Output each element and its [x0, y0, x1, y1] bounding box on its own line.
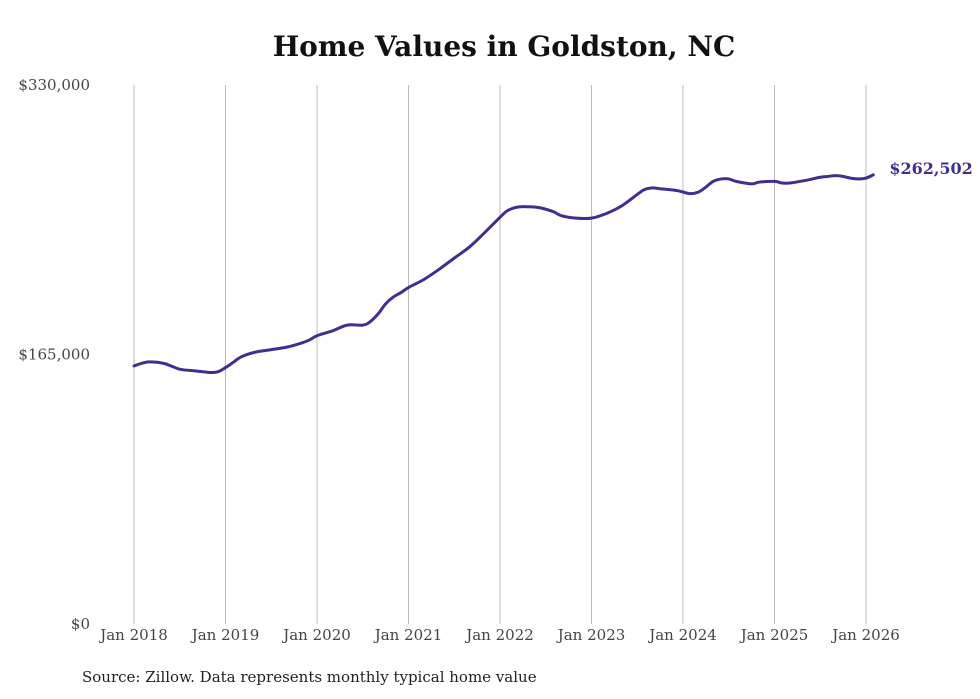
end-value-label: $262,502 — [889, 159, 973, 178]
x-tick-label: Jan 2025 — [739, 626, 809, 644]
y-tick-label: $0 — [71, 615, 90, 633]
y-tick-label: $330,000 — [18, 76, 90, 94]
x-tick-label: Jan 2026 — [830, 626, 900, 644]
grid-layer — [133, 85, 867, 624]
x-tick-label: Jan 2018 — [98, 626, 168, 644]
y-tick-label: $165,000 — [18, 346, 90, 364]
home-value-line — [132, 173, 875, 375]
x-tick-label: Jan 2023 — [556, 626, 626, 644]
x-tick-label: Jan 2019 — [190, 626, 260, 644]
x-axis-ticks: Jan 2018 Jan 2019 Jan 2020 Jan 2021 Jan 2022… — [98, 626, 900, 644]
chart-source-note: Source: Zillow. Data represents monthly … — [82, 668, 537, 686]
chart-title: Home Values in Goldston, NC — [272, 30, 736, 63]
x-tick-label: Jan 2024 — [647, 626, 717, 644]
x-tick-label: Jan 2021 — [373, 626, 443, 644]
x-tick-label: Jan 2022 — [464, 626, 534, 644]
y-axis-ticks: $0 $165,000 $330,000 — [18, 76, 90, 633]
x-tick-label: Jan 2020 — [281, 626, 351, 644]
